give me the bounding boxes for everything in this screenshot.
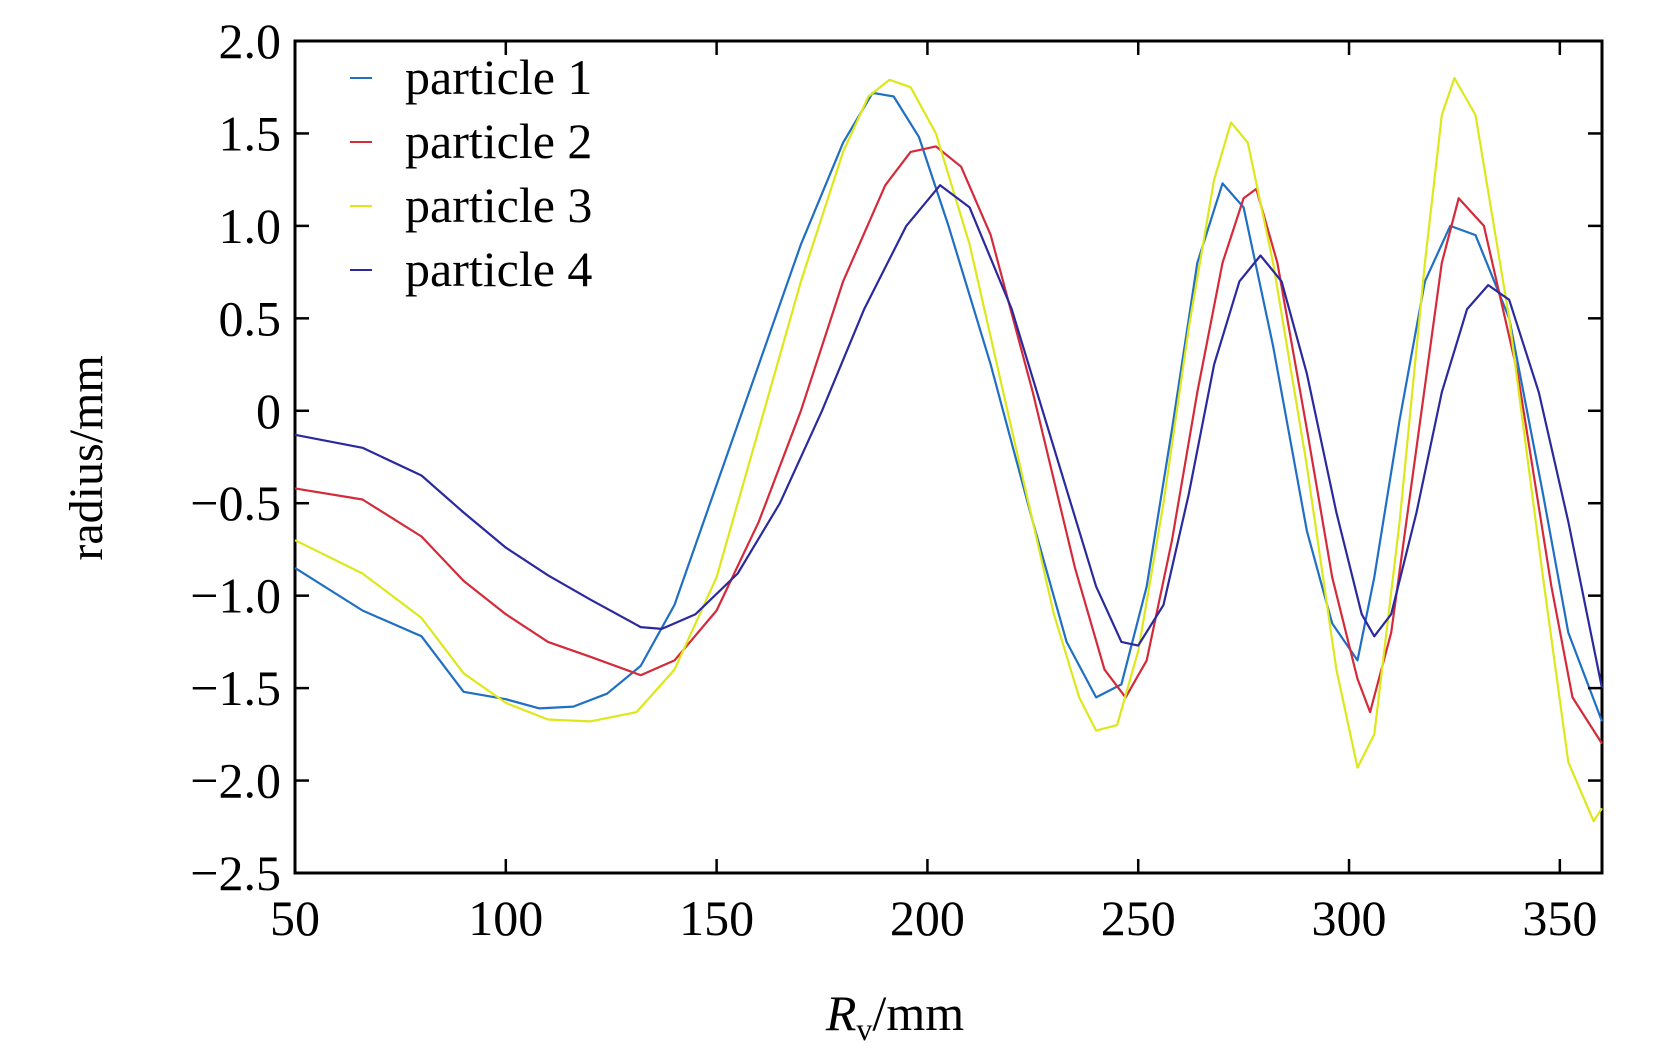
series-line-particle-2 <box>294 145 1603 745</box>
plot-area <box>293 39 1604 875</box>
y-tick-label: 0 <box>256 383 281 439</box>
y-tick-label: −2.0 <box>190 753 281 809</box>
x-tick-label: 300 <box>1312 890 1387 946</box>
x-tick-label: 200 <box>890 890 965 946</box>
y-axis-label: radius/mm <box>60 355 113 560</box>
legend-label: particle 3 <box>405 177 592 233</box>
y-tick-label: −2.5 <box>190 845 281 901</box>
y-tick-label: −1.0 <box>190 568 281 624</box>
plot-frame <box>293 39 1604 875</box>
ticks-layer: 50 100 150 200 250 300 350 2.0 1.5 1.0 0.5 0 −0.5 −1.… <box>190 13 1602 946</box>
y-tick-label: 2.0 <box>219 13 282 69</box>
y-tick-label: 0.5 <box>219 290 282 346</box>
x-axis-label-main: R <box>825 985 857 1041</box>
series-line-particle-4 <box>294 184 1604 689</box>
legend-label: particle 2 <box>405 113 592 169</box>
legend: particle 1 particle 2 particle 3 particle 4 <box>350 49 592 297</box>
legend-label: particle 1 <box>405 49 592 105</box>
x-tick-label: 250 <box>1101 890 1176 946</box>
x-tick-label: 150 <box>679 890 754 946</box>
x-tick-label: 350 <box>1522 890 1597 946</box>
x-tick-label: 100 <box>468 890 543 946</box>
y-tick-label: 1.5 <box>219 105 282 161</box>
series-line-particle-3 <box>294 76 1603 823</box>
x-axis-label-unit: /mm <box>872 985 964 1041</box>
y-tick-label: −0.5 <box>190 475 281 531</box>
series-line-particle-1 <box>294 91 1604 722</box>
x-tick-label: 50 <box>270 890 320 946</box>
x-axis-label: Rv/mm <box>825 985 964 1047</box>
y-tick-label: 1.0 <box>219 198 282 254</box>
legend-label: particle 4 <box>405 241 592 297</box>
x-axis-label-subscript: v <box>856 1011 872 1047</box>
y-tick-label: −1.5 <box>190 660 281 716</box>
series-layer <box>294 76 1604 823</box>
